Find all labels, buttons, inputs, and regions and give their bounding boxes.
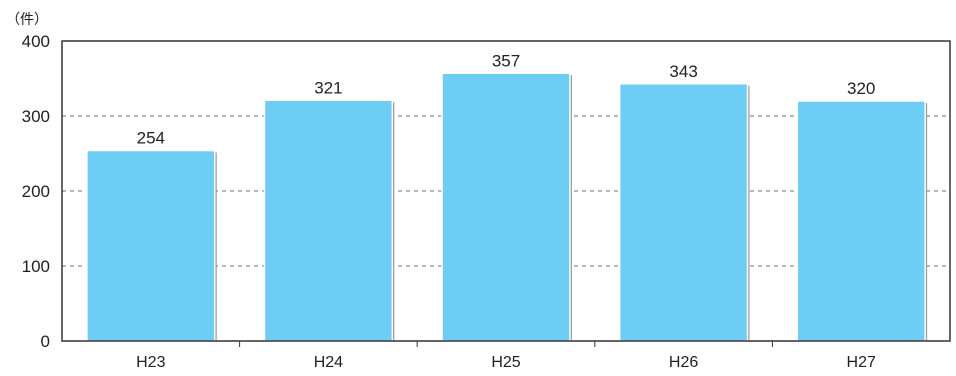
x-category-label: H24 [314,354,343,371]
data-label: 321 [314,78,342,97]
y-tick-label: 200 [22,182,50,201]
x-category-label: H26 [669,354,698,371]
data-label: 343 [669,62,697,81]
bar [618,83,749,342]
bar [263,99,394,342]
x-axis-categories: H23 H24 H25 H26 H27 [136,354,876,371]
bar [86,149,216,342]
bar [796,100,926,342]
y-axis-ticks: 0 100 200 300 400 [22,32,50,351]
data-label: 357 [492,51,520,70]
data-label: 254 [137,129,165,148]
x-category-label: H23 [136,354,165,371]
x-category-label: H27 [847,354,876,371]
plot-frame [61,40,951,342]
bar [441,72,571,342]
bars [86,72,928,342]
data-labels: 254 321 357 343 320 [137,51,876,147]
y-tick-label: 100 [22,257,50,276]
x-category-label: H25 [491,354,520,371]
y-tick-label: 400 [22,32,50,51]
data-label: 320 [847,79,875,98]
y-tick-label: 300 [22,107,50,126]
axes [61,40,951,347]
y-tick-label: 0 [41,332,50,351]
y-axis-unit-label: （件） [6,11,48,27]
